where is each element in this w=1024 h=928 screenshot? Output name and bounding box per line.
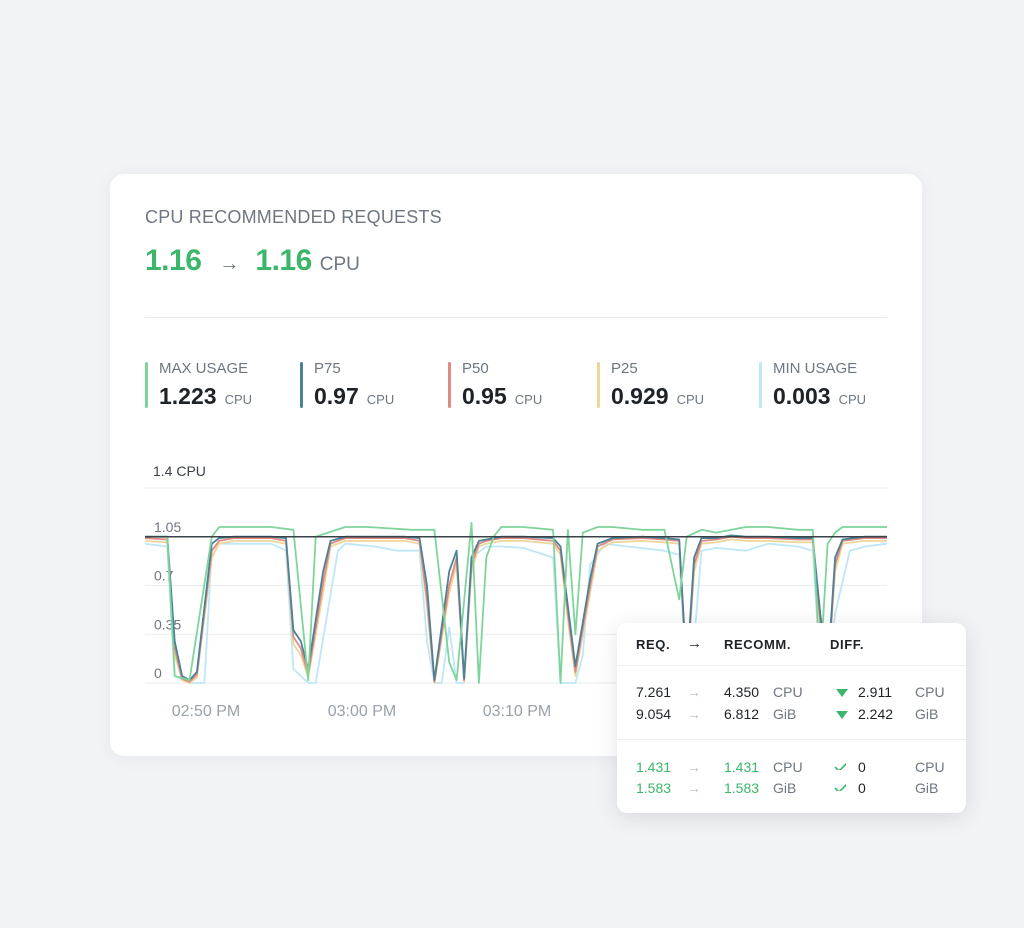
y-axis-label: 1.4 CPU xyxy=(153,463,206,479)
stat-color-bar xyxy=(448,362,451,408)
x-tick-label: 03:10 PM xyxy=(483,703,551,720)
row-arrow-icon: → xyxy=(687,706,701,722)
req-value: 1.583 xyxy=(636,780,672,796)
diff-unit: GiB xyxy=(915,780,939,796)
series-line xyxy=(145,521,887,684)
recomm-unit: CPU xyxy=(773,684,803,700)
recommendation-popup: REQ. → RECOMM. DIFF. 7.261 → 4.350 CPU 2.911… xyxy=(617,623,966,813)
y-tick-label: 0 xyxy=(154,665,162,681)
recomm-value: 1.583 xyxy=(724,780,760,796)
diff-unit: GiB xyxy=(915,706,939,722)
series-line xyxy=(144,542,888,684)
stat-unit: CPU xyxy=(838,392,867,407)
row-arrow-icon: → xyxy=(687,780,701,796)
diff-value: 2.911 xyxy=(858,684,892,700)
stat-label: MIN USAGE xyxy=(773,360,858,377)
current-request-value: 1.16 xyxy=(145,244,202,277)
stat-unit: CPU xyxy=(366,392,395,407)
req-value: 1.431 xyxy=(636,759,672,775)
y-tick-label: 1.05 xyxy=(154,519,181,535)
stat-value: 0.97 xyxy=(314,383,359,409)
card-title: CPU RECOMMENDED REQUESTS xyxy=(145,207,442,227)
recomm-value: 4.350 xyxy=(724,684,760,700)
recomm-value: 1.431 xyxy=(724,759,760,775)
row-arrow-icon: → xyxy=(687,684,701,700)
stat-color-bar xyxy=(759,362,762,408)
stat-unit: CPU xyxy=(224,392,253,407)
recomm-unit: GiB xyxy=(773,780,797,796)
stat-value: 0.929 xyxy=(611,383,669,409)
check-icon xyxy=(834,762,846,770)
check-icon xyxy=(834,783,846,791)
recommended-request-value: 1.16 xyxy=(255,244,312,277)
recomm-value: 6.812 xyxy=(724,706,760,722)
popup-divider xyxy=(617,739,966,740)
stat-value: 0.95 xyxy=(462,383,507,409)
req-value: 7.261 xyxy=(636,684,672,700)
decrease-triangle-icon xyxy=(836,689,848,697)
stat-min-usage: MIN USAGE 0.003 CPU xyxy=(759,360,866,410)
recomm-unit: GiB xyxy=(773,706,797,722)
stat-p50: P50 0.95 CPU xyxy=(448,360,542,410)
row-arrow-icon: → xyxy=(687,759,701,775)
header-req: REQ. xyxy=(636,637,671,652)
stat-p75: P75 0.97 CPU xyxy=(300,360,394,410)
y-tick-label: 0.35 xyxy=(154,616,181,632)
series-line xyxy=(144,535,887,683)
x-tick-label: 03:00 PM xyxy=(328,703,396,720)
header-recomm: RECOMM. xyxy=(724,637,792,652)
cpu-recommended-requests-card: CPU RECOMMENDED REQUESTS 1.16 → 1.16 CPU… xyxy=(110,174,922,756)
popup-divider xyxy=(617,665,966,666)
stat-color-bar xyxy=(597,362,600,408)
divider xyxy=(145,317,887,318)
stat-label: P75 xyxy=(314,360,341,377)
header-arrow-icon: → xyxy=(687,635,703,652)
req-value: 9.054 xyxy=(636,706,672,722)
header-diff: DIFF. xyxy=(830,637,865,652)
stat-value: 0.003 xyxy=(773,383,831,409)
diff-unit: CPU xyxy=(915,759,945,775)
stat-p25: P25 0.929 CPU xyxy=(597,360,704,410)
stat-value: 1.223 xyxy=(159,383,217,409)
stat-color-bar xyxy=(145,362,148,408)
stat-unit: CPU xyxy=(676,392,705,407)
stat-unit: CPU xyxy=(514,392,543,407)
usage-stats: MAX USAGE 1.223 CPU P75 0.97 CPU P50 0.95 C… xyxy=(145,360,887,410)
stat-label: P50 xyxy=(462,360,489,377)
stat-label: P25 xyxy=(611,360,638,377)
decrease-triangle-icon xyxy=(836,711,848,719)
recomm-unit: CPU xyxy=(773,759,803,775)
x-tick-label: 02:50 PM xyxy=(172,703,240,720)
stat-max-usage: MAX USAGE 1.223 CPU xyxy=(145,360,252,410)
series-line xyxy=(144,538,887,684)
diff-value: 0 xyxy=(858,780,866,796)
stat-label: MAX USAGE xyxy=(159,360,249,377)
diff-value: 0 xyxy=(858,759,866,775)
headline-values: 1.16 → 1.16 CPU xyxy=(145,244,360,284)
stat-color-bar xyxy=(300,362,303,408)
diff-unit: CPU xyxy=(915,684,945,700)
headline-unit: CPU xyxy=(319,254,360,275)
arrow-right-icon: → xyxy=(219,253,240,275)
diff-value: 2.242 xyxy=(858,706,894,722)
